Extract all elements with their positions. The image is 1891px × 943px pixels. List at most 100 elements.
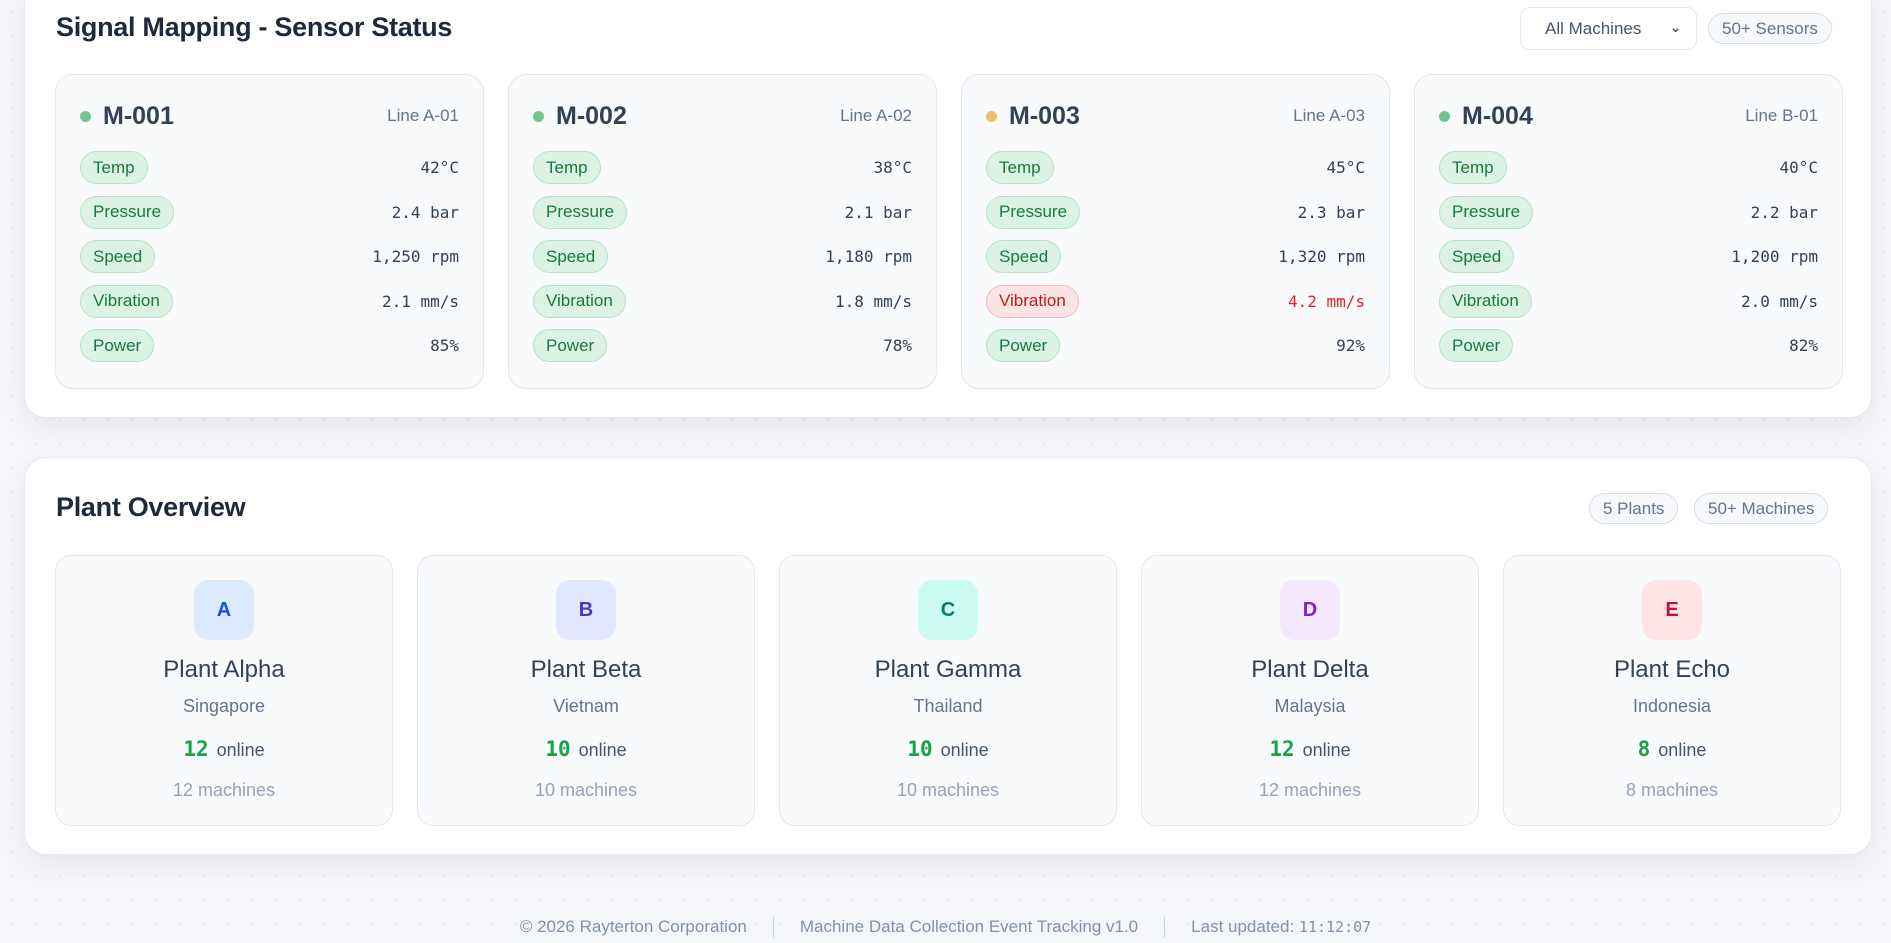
plant-card[interactable]: C Plant Gamma Thailand 10 online 10 machi… xyxy=(779,555,1117,826)
sensor-label: Power xyxy=(533,329,608,362)
machine-card[interactable]: M-001 Line A-01 Temp 42°C Pressure 2.4 b… xyxy=(55,74,484,389)
last-updated-label: Last updated: xyxy=(1191,917,1295,936)
plant-online: 8 online xyxy=(1504,737,1840,761)
status-dot xyxy=(533,110,544,122)
sensor-row: Speed 1,320 rpm xyxy=(986,239,1365,274)
plant-card[interactable]: D Plant Delta Malaysia 12 online 12 machi… xyxy=(1141,555,1479,826)
plant-machines: 12 machines xyxy=(1258,780,1362,800)
sensor-row: Power 92% xyxy=(986,328,1365,363)
plant-online: 10 online xyxy=(418,737,754,761)
sensor-row: Power 85% xyxy=(80,328,459,363)
plant-letter-icon: C xyxy=(918,580,978,640)
plant-location: Thailand xyxy=(913,696,983,716)
plant-machines: 10 machines xyxy=(534,780,638,800)
sensor-value: 40°C xyxy=(1779,158,1818,177)
machine-filter-select[interactable]: All Machines ⌄ xyxy=(1520,7,1697,50)
sensor-label: Pressure xyxy=(80,195,175,229)
machine-id: M-004 xyxy=(1462,101,1533,130)
sensor-label: Pressure xyxy=(1439,195,1534,229)
sensor-count-badge: 50+ Sensors xyxy=(1708,13,1832,44)
machine-filter-value: All Machines xyxy=(1545,18,1642,38)
online-count: 10 xyxy=(545,737,571,761)
footer: © 2026 Rayterton Corporation Machine Dat… xyxy=(0,916,1891,938)
sensor-row: Speed 1,200 rpm xyxy=(1439,239,1818,274)
sensor-value: 45°C xyxy=(1326,158,1365,177)
sensor-value: 1,320 rpm xyxy=(1278,247,1365,266)
plant-machines: 8 machines xyxy=(1625,780,1719,800)
sensor-label: Vibration xyxy=(80,284,173,318)
plant-online: 12 online xyxy=(1142,737,1478,761)
sensor-row: Power 78% xyxy=(533,328,912,363)
machines-count-badge: 50+ Machines xyxy=(1694,493,1829,524)
sensor-label: Power xyxy=(986,329,1061,362)
online-label: online xyxy=(578,740,627,760)
sensor-row: Speed 1,180 rpm xyxy=(533,239,912,274)
sensor-value: 2.4 bar xyxy=(391,202,459,222)
online-label: online xyxy=(1658,740,1707,760)
sensor-label: Temp xyxy=(80,151,148,184)
sensor-value: 1,180 rpm xyxy=(825,247,912,266)
sensor-row: Pressure 2.1 bar xyxy=(533,195,912,230)
plant-letter-icon: A xyxy=(194,580,254,640)
sensor-row: Vibration 4.2 mm/s xyxy=(986,284,1365,319)
sensor-value: 2.3 bar xyxy=(1297,202,1365,222)
online-label: online xyxy=(1302,740,1351,760)
sensor-row: Vibration 1.8 mm/s xyxy=(533,284,912,319)
sensor-label: Temp xyxy=(986,151,1054,184)
copyright: © 2026 Rayterton Corporation xyxy=(519,917,747,936)
sensor-row: Temp 45°C xyxy=(986,150,1365,185)
plant-card[interactable]: B Plant Beta Vietnam 10 online 10 machine… xyxy=(417,555,755,826)
plant-location: Malaysia xyxy=(1274,696,1346,716)
machine-card[interactable]: M-002 Line A-02 Temp 38°C Pressure 2.1 b… xyxy=(508,74,937,389)
online-label: online xyxy=(940,740,989,760)
page-title: Signal Mapping - Sensor Status xyxy=(56,12,453,42)
divider xyxy=(1164,916,1166,938)
machine-id: M-002 xyxy=(556,101,627,130)
sensor-row: Pressure 2.4 bar xyxy=(80,195,459,230)
sensor-label: Vibration xyxy=(986,284,1079,318)
sensor-value: 92% xyxy=(1336,336,1365,355)
sensor-row: Pressure 2.3 bar xyxy=(986,195,1365,230)
sensor-label: Temp xyxy=(1439,151,1507,184)
plant-name: Plant Delta xyxy=(1251,656,1369,683)
sensor-value: 1,250 rpm xyxy=(372,247,459,266)
sensor-row: Vibration 2.1 mm/s xyxy=(80,284,459,319)
status-dot xyxy=(1439,110,1450,122)
sensor-row: Pressure 2.2 bar xyxy=(1439,195,1818,230)
online-count: 12 xyxy=(1269,737,1295,761)
machine-line: Line A-02 xyxy=(840,106,912,125)
plant-online: 12 online xyxy=(56,737,392,761)
plant-letter-icon: B xyxy=(556,580,616,640)
online-label: online xyxy=(216,740,265,760)
sensor-label: Speed xyxy=(533,240,609,273)
machine-card[interactable]: M-004 Line B-01 Temp 40°C Pressure 2.2 b… xyxy=(1414,74,1843,389)
sensor-label: Pressure xyxy=(533,195,628,229)
sensor-value: 82% xyxy=(1789,336,1818,355)
plant-name: Plant Echo xyxy=(1613,656,1731,683)
machine-card[interactable]: M-003 Line A-03 Temp 45°C Pressure 2.3 b… xyxy=(961,74,1390,389)
plant-location: Indonesia xyxy=(1632,696,1712,716)
plant-card[interactable]: E Plant Echo Indonesia 8 online 8 machine… xyxy=(1503,555,1841,826)
machine-line: Line A-03 xyxy=(1293,106,1365,125)
sensor-value: 1,200 rpm xyxy=(1731,247,1818,266)
plant-location: Singapore xyxy=(182,696,266,716)
plant-location: Vietnam xyxy=(553,696,619,716)
sensor-label: Vibration xyxy=(1439,284,1532,318)
machine-id: M-003 xyxy=(1009,101,1080,130)
sensor-row: Vibration 2.0 mm/s xyxy=(1439,284,1818,319)
plant-overview-panel: Plant Overview 5 Plants 50+ Machines A P… xyxy=(24,457,1872,855)
sensor-label: Vibration xyxy=(533,284,626,318)
plant-name: Plant Gamma xyxy=(874,656,1022,683)
plants-count-badge: 5 Plants xyxy=(1589,493,1679,524)
online-count: 12 xyxy=(183,737,209,761)
plant-online: 10 online xyxy=(780,737,1116,761)
app-version: Machine Data Collection Event Tracking v… xyxy=(799,917,1139,936)
online-count: 10 xyxy=(907,737,933,761)
sensor-value: 38°C xyxy=(873,158,912,177)
sensor-value: 85% xyxy=(430,336,459,355)
sensor-row: Temp 40°C xyxy=(1439,150,1818,185)
sensor-status-panel: Signal Mapping - Sensor Status All Machi… xyxy=(24,0,1872,418)
chevron-down-icon: ⌄ xyxy=(1669,19,1682,36)
plant-card[interactable]: A Plant Alpha Singapore 12 online 12 mach… xyxy=(55,555,393,826)
plant-machines: 10 machines xyxy=(896,780,1000,800)
